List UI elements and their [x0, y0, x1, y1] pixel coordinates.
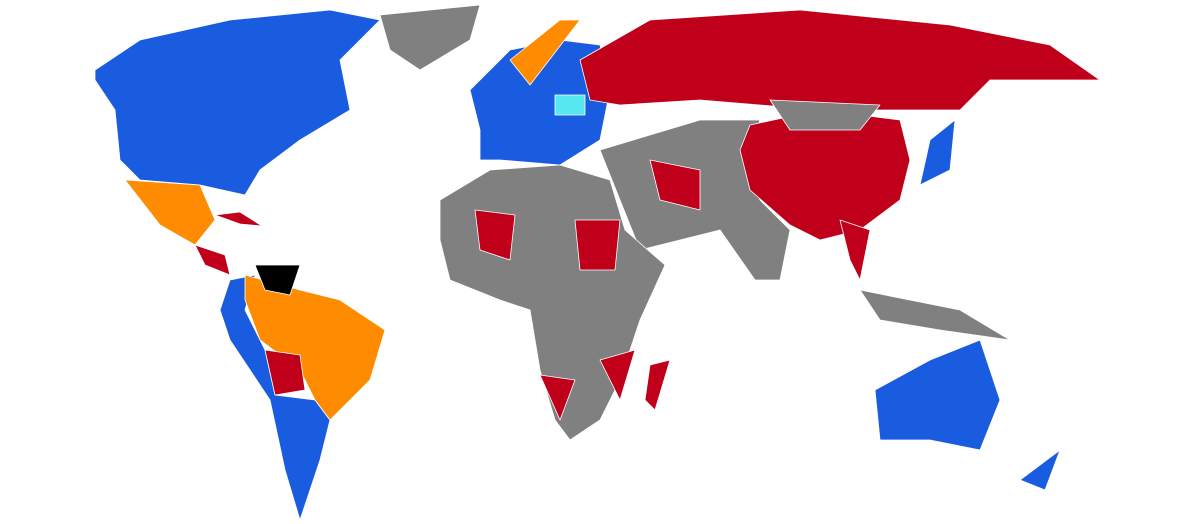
north-america: [94, 9, 381, 196]
mexico: [124, 179, 216, 246]
australia: [874, 339, 1001, 451]
mozambique: [599, 349, 636, 401]
bolivia: [264, 349, 306, 396]
mongolia: [769, 99, 881, 131]
vietnam: [839, 219, 871, 281]
japan: [919, 119, 956, 186]
sudan: [574, 219, 621, 271]
venezuela: [254, 264, 301, 296]
iran: [649, 159, 701, 211]
brazil: [244, 274, 386, 421]
mali: [474, 209, 516, 261]
cuba: [214, 211, 263, 227]
greenland: [379, 4, 481, 71]
central-america: [194, 244, 231, 276]
south-america: [219, 274, 331, 521]
norway: [509, 19, 581, 86]
new-zealand: [1019, 449, 1061, 491]
namibia: [539, 374, 576, 421]
russia: [579, 9, 1101, 111]
poland: [554, 94, 586, 116]
southeast-asia: [859, 289, 1011, 341]
madagascar: [644, 359, 671, 411]
